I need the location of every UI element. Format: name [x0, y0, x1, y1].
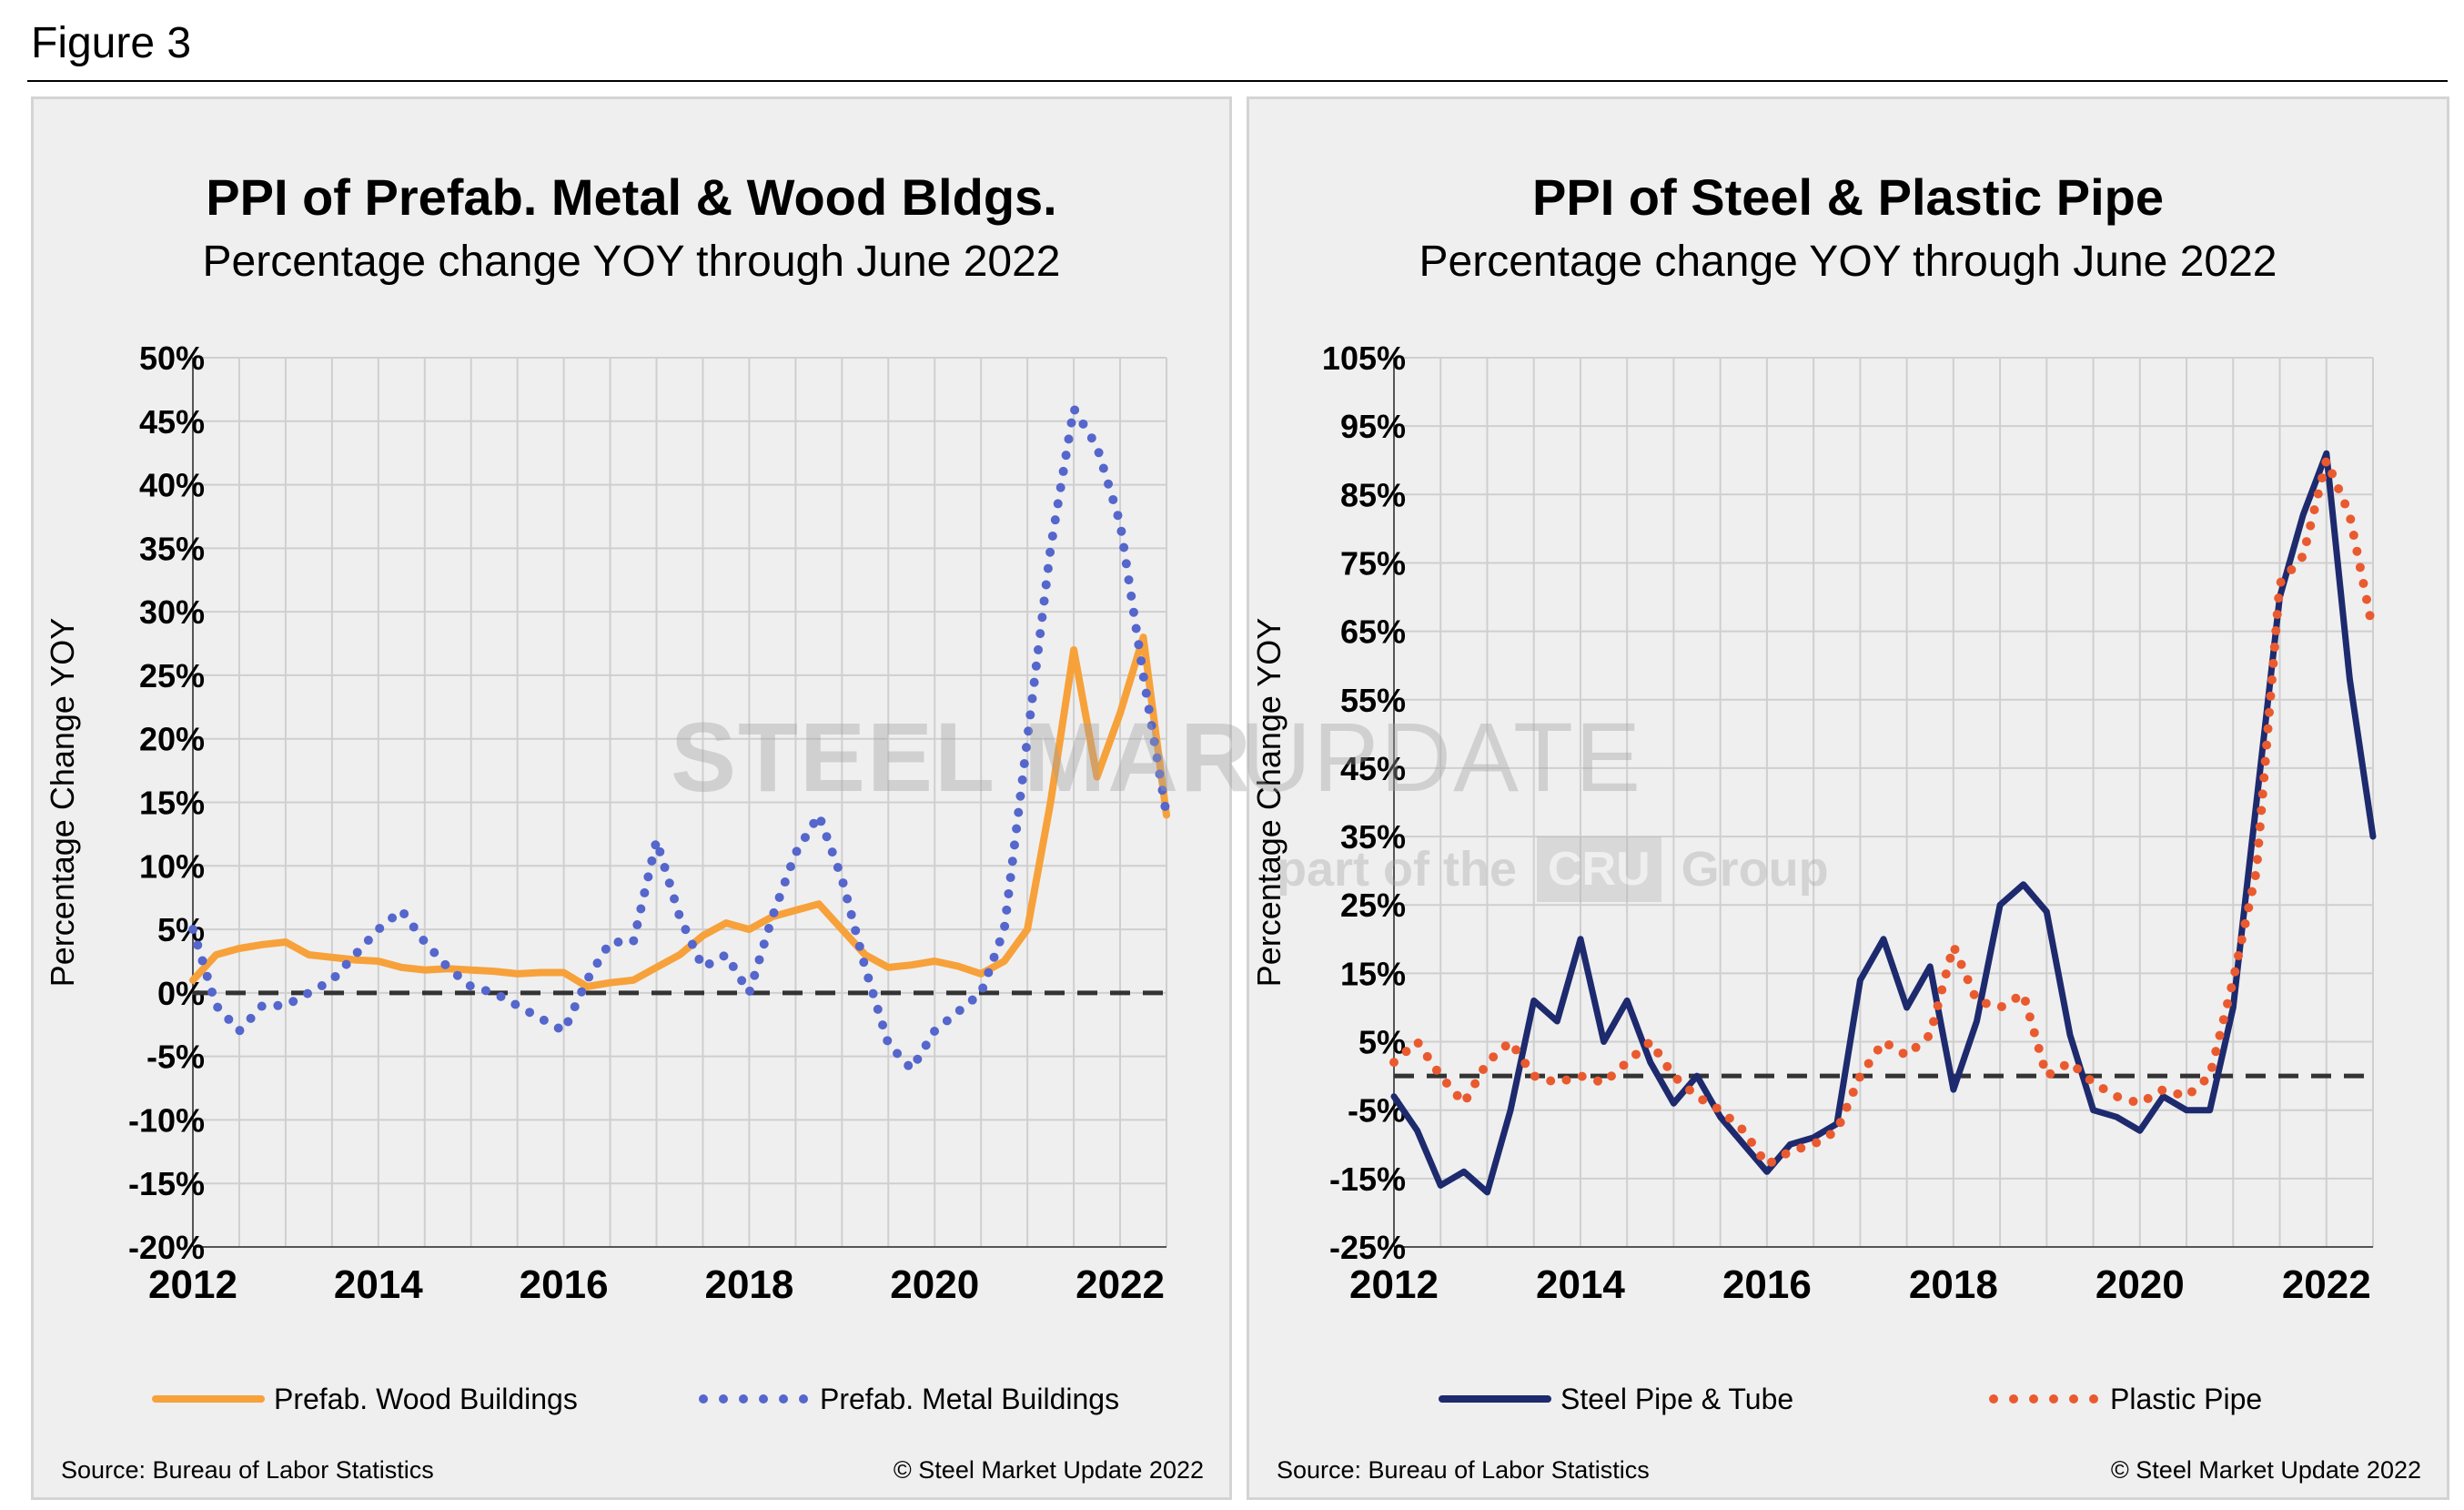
y-tick-label: 25% [139, 657, 205, 694]
chart-panel-prefab-buildings: PPI of Prefab. Metal & Wood Bldgs. Perce… [31, 96, 1453, 1500]
legend-label: Plastic Pipe [2110, 1382, 2263, 1415]
x-tick-label: 2012 [1349, 1262, 1439, 1307]
x-tick-label: 2016 [1722, 1262, 1812, 1307]
y-tick-label: 55% [1340, 682, 1406, 719]
y-tick-label: 75% [1340, 544, 1406, 582]
y-tick-label: 95% [1340, 408, 1406, 445]
series-prefab-wood-buildings [189, 633, 1170, 990]
y-axis-label: Percentage Change YOY [44, 618, 81, 988]
figure-divider [27, 80, 2448, 82]
chart-subtitle: Percentage change YOY through June 2022 [1419, 238, 2277, 286]
series-steel-pipe-tube [1390, 450, 2377, 1196]
x-tick-label: 2018 [1909, 1262, 1998, 1307]
legend-label: Prefab. Wood Buildings [274, 1382, 578, 1415]
x-tick-label: 2012 [148, 1262, 237, 1307]
y-tick-label: -15% [1329, 1160, 1406, 1198]
x-tick-label: 2016 [520, 1262, 609, 1307]
legend-item-plastic: Plastic Pipe [1988, 1373, 2262, 1424]
y-tick-label: 30% [139, 593, 205, 631]
x-tick-label: 2014 [1536, 1262, 1625, 1307]
y-tick-label: -15% [128, 1165, 205, 1202]
x-tick-label: 2020 [2095, 1262, 2185, 1307]
source-note: Source: Bureau of Labor Statistics [1277, 1456, 1650, 1484]
watermark-brand: UPDATE [1240, 702, 1643, 812]
figure-label: Figure 3 [31, 19, 192, 67]
y-tick-label: -5% [146, 1039, 205, 1076]
chart-plot-prefab-buildings: 50%45%40%35%30%25%20%15%10%5%0%-5%-10%-1… [44, 339, 1171, 1307]
legend-swatch-steel [1439, 1395, 1551, 1403]
y-tick-label: 5% [1358, 1024, 1406, 1061]
legend-swatch-plastic [1989, 1394, 2101, 1404]
y-tick-label: 15% [1340, 955, 1406, 992]
y-tick-label: 10% [139, 847, 205, 885]
chart-title: PPI of Prefab. Metal & Wood Bldgs. [206, 168, 1057, 226]
copyright-note: © Steel Market Update 2022 [893, 1456, 1204, 1484]
y-tick-label: 45% [1340, 750, 1406, 787]
chart-plot-pipe: 105%95%85%75%65%55%45%35%25%15%5%-5%-15%… [1250, 339, 2378, 1307]
x-tick-label: 2020 [890, 1262, 979, 1307]
series-prefab-metal-buildings [188, 395, 1171, 1077]
x-tick-label: 2018 [704, 1262, 793, 1307]
y-tick-label: 65% [1340, 613, 1406, 651]
y-tick-label: 25% [1340, 887, 1406, 924]
legend-item-metal: Prefab. Metal Buildings [698, 1373, 1119, 1424]
y-tick-label: 50% [139, 339, 205, 377]
y-tick-label: 40% [139, 467, 205, 504]
y-tick-label: 35% [139, 530, 205, 567]
copyright-note: © Steel Market Update 2022 [2110, 1456, 2421, 1484]
legend-item-wood: Prefab. Wood Buildings [152, 1373, 578, 1424]
y-tick-label: 105% [1322, 339, 1406, 377]
x-tick-label: 2022 [1075, 1262, 1165, 1307]
series-line [1390, 450, 2377, 1196]
x-tick-label: 2022 [2282, 1262, 2371, 1307]
legend-item-steel: Steel Pipe & Tube [1439, 1373, 1793, 1424]
watermark-cru: part of the CRU Group [1277, 836, 1829, 902]
y-tick-label: -25% [1329, 1229, 1406, 1266]
y-tick-label: 15% [139, 785, 205, 822]
legend-label: Steel Pipe & Tube [1560, 1382, 1794, 1415]
y-tick-label: -20% [128, 1229, 205, 1266]
chart-panel-pipe: PPI of Steel & Plastic Pipe Percentage c… [1240, 96, 2449, 1500]
legend-label: Prefab. Metal Buildings [820, 1382, 1120, 1415]
chart-subtitle: Percentage change YOY through June 2022 [202, 238, 1061, 286]
series-plastic-pipe [1389, 445, 2378, 1171]
legend-swatch-wood [152, 1395, 265, 1403]
x-tick-label: 2014 [334, 1262, 423, 1307]
y-tick-label: 85% [1340, 476, 1406, 513]
source-note: Source: Bureau of Labor Statistics [61, 1456, 434, 1484]
y-tick-label: 45% [139, 403, 205, 441]
y-tick-label: 20% [139, 721, 205, 758]
y-tick-label: -10% [128, 1101, 205, 1139]
chart-title: PPI of Steel & Plastic Pipe [1531, 168, 2164, 226]
y-tick-label: 35% [1340, 818, 1406, 856]
legend-swatch-metal [699, 1394, 811, 1404]
y-axis-label: Percentage Change YOY [1250, 618, 1288, 988]
